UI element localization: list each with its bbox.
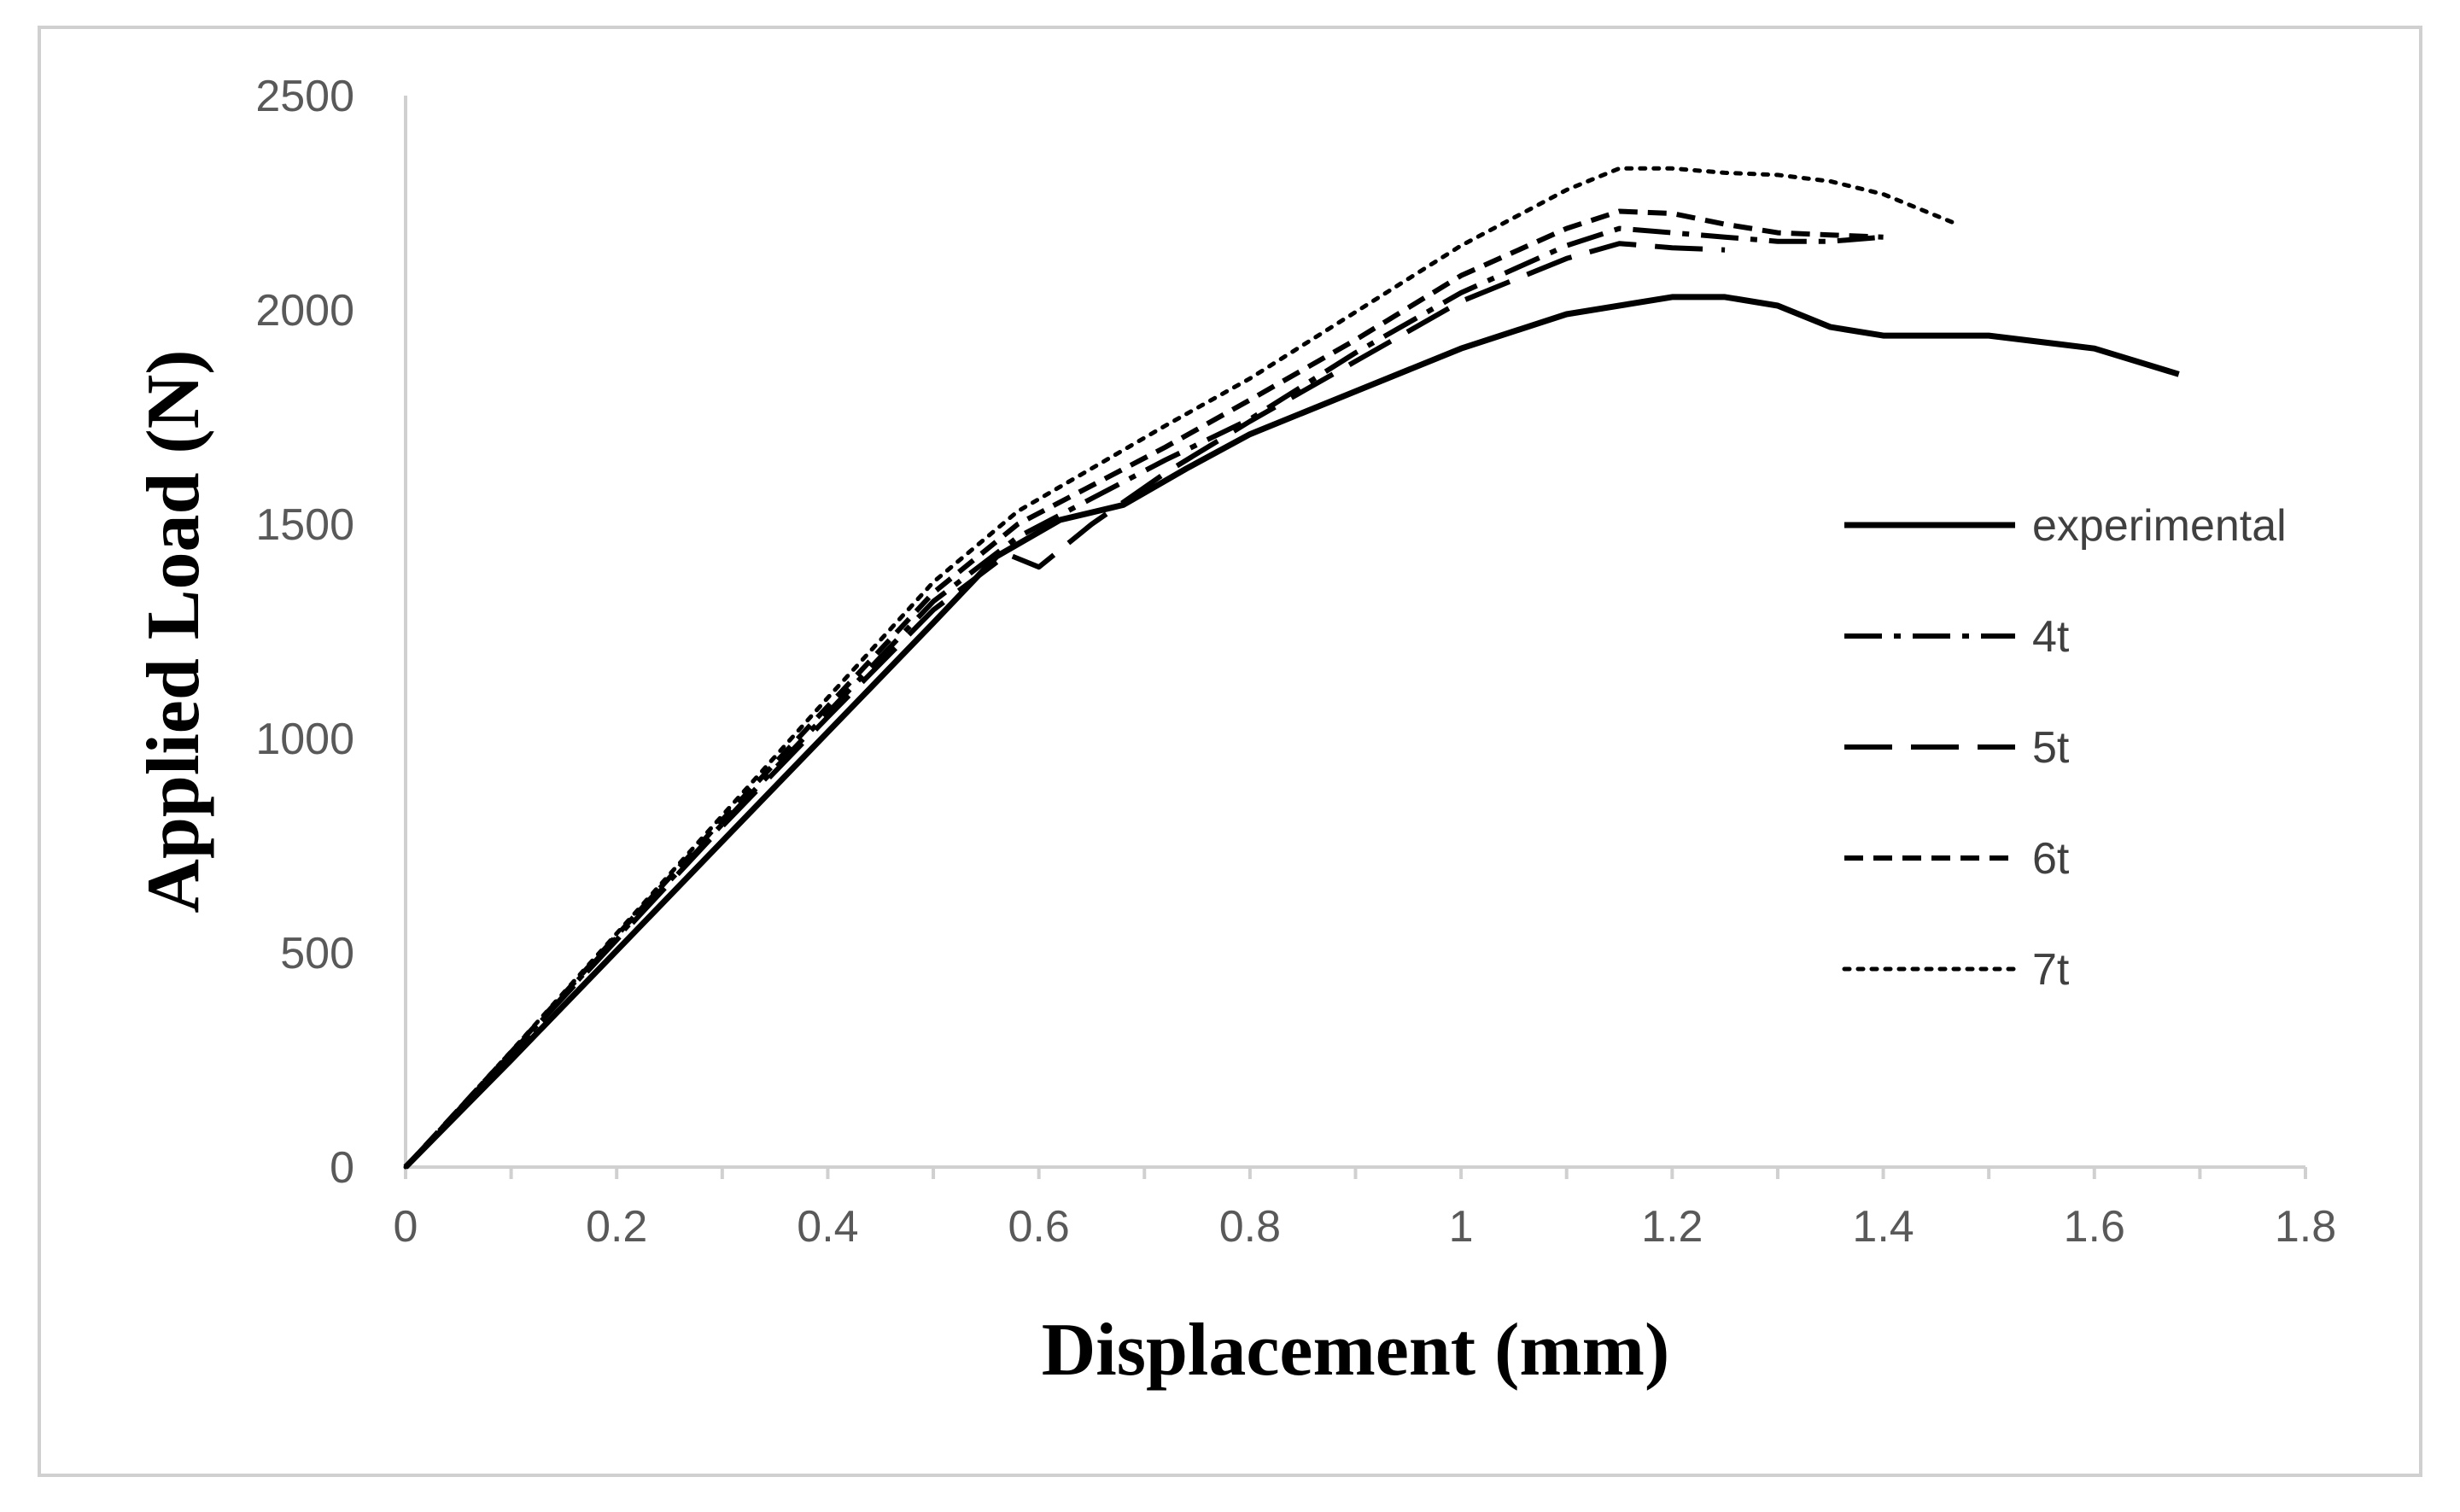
series-line-7t (403, 166, 1960, 1170)
x-axis-ticks: 0 0.2 0.4 0.6 0.8 1 1.2 1.4 1.6 1.8 (394, 1167, 2336, 1252)
y-tick-label: 1000 (255, 715, 354, 764)
legend-label-5t: 5t (2032, 723, 2070, 773)
x-tick-label: 1.2 (1641, 1202, 1703, 1252)
y-tick-label: 1500 (255, 500, 354, 550)
y-axis-ticks: 0 500 1000 1500 2000 2500 (255, 72, 354, 1193)
x-tick-label: 0.2 (586, 1202, 647, 1252)
legend-label-7t: 7t (2032, 945, 2070, 995)
series-line-experimental (403, 294, 2180, 1170)
x-tick-label: 0.4 (797, 1202, 858, 1252)
x-tick-label: 0.6 (1008, 1202, 1070, 1252)
series-line-4t (403, 225, 1884, 1170)
y-axis-title: Applied Load (N) (132, 349, 215, 913)
chart-frame (38, 26, 2422, 1477)
y-tick-label: 0 (330, 1143, 354, 1193)
legend-label-4t: 4t (2032, 612, 2070, 662)
x-axis-title: Displacement (mm) (1042, 1309, 1670, 1392)
y-tick-label: 500 (280, 929, 354, 978)
series-lines (403, 166, 2180, 1170)
series-line-5t (403, 241, 1726, 1170)
series-line-6t (403, 208, 1884, 1170)
x-tick-label: 0 (394, 1202, 418, 1252)
x-tick-label: 1.6 (2064, 1202, 2125, 1252)
x-tick-label: 1.4 (1852, 1202, 1914, 1252)
legend-label-experimental: experimental (2032, 501, 2287, 551)
x-tick-label: 1 (1449, 1202, 1474, 1252)
x-tick-label: 1.8 (2275, 1202, 2336, 1252)
legend-label-6t: 6t (2032, 834, 2070, 884)
y-tick-label: 2500 (255, 72, 354, 121)
legend: experimental 4t 5t 6t 7t (1842, 501, 2287, 995)
y-tick-label: 2000 (255, 286, 354, 336)
x-tick-label: 0.8 (1219, 1202, 1281, 1252)
